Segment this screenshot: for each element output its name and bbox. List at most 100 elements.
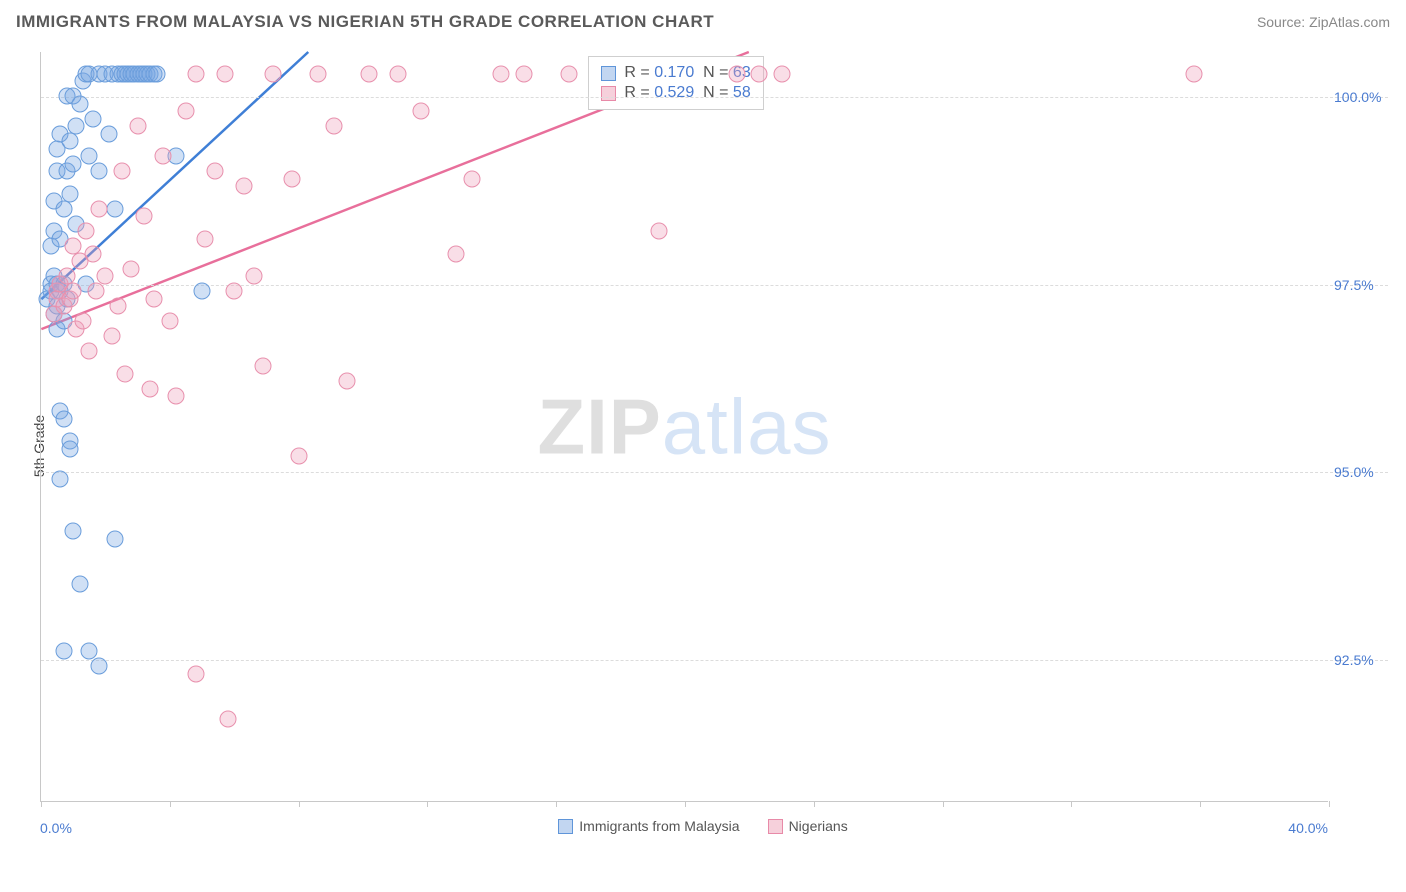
data-point (187, 665, 204, 682)
y-tick-label: 100.0% (1334, 89, 1404, 105)
data-point (61, 133, 78, 150)
data-point (651, 223, 668, 240)
data-point (773, 65, 790, 82)
data-point (55, 200, 72, 217)
regression-lines (41, 52, 1328, 801)
scatter-chart: ZIPatlas R = 0.170 N = 63R = 0.529 N = 5… (40, 52, 1328, 802)
x-tick (1329, 801, 1330, 807)
data-point (55, 410, 72, 427)
data-point (55, 643, 72, 660)
x-tick (814, 801, 815, 807)
chart-title: IMMIGRANTS FROM MALAYSIA VS NIGERIAN 5TH… (16, 12, 714, 32)
data-point (123, 260, 140, 277)
stats-text: R = 0.529 N = 58 (624, 84, 750, 102)
legend-label: Immigrants from Malaysia (579, 818, 739, 834)
data-point (206, 163, 223, 180)
data-point (255, 358, 272, 375)
data-point (187, 65, 204, 82)
data-point (71, 575, 88, 592)
data-point (284, 170, 301, 187)
data-point (81, 643, 98, 660)
data-point (728, 65, 745, 82)
data-point (448, 245, 465, 262)
data-point (84, 245, 101, 262)
data-point (78, 223, 95, 240)
data-point (751, 65, 768, 82)
legend-item: Immigrants from Malaysia (558, 818, 739, 834)
data-point (107, 530, 124, 547)
source-attribution: Source: ZipAtlas.com (1257, 14, 1390, 30)
legend-swatch (601, 86, 616, 101)
stats-row: R = 0.529 N = 58 (601, 83, 750, 103)
data-point (361, 65, 378, 82)
x-tick (1071, 801, 1072, 807)
data-point (113, 163, 130, 180)
data-point (87, 283, 104, 300)
data-point (561, 65, 578, 82)
x-tick (299, 801, 300, 807)
data-point (219, 710, 236, 727)
x-tick (943, 801, 944, 807)
data-point (65, 155, 82, 172)
data-point (155, 148, 172, 165)
data-point (107, 200, 124, 217)
data-point (65, 523, 82, 540)
data-point (1185, 65, 1202, 82)
data-point (71, 95, 88, 112)
data-point (97, 268, 114, 285)
data-point (145, 290, 162, 307)
data-point (90, 658, 107, 675)
legend-label: Nigerians (789, 818, 848, 834)
bottom-legend: Immigrants from Malaysia Nigerians (0, 818, 1406, 834)
x-tick (1200, 801, 1201, 807)
y-tick-label: 92.5% (1334, 652, 1404, 668)
data-point (216, 65, 233, 82)
x-tick (556, 801, 557, 807)
data-point (129, 118, 146, 135)
gridline (41, 285, 1388, 286)
legend-swatch (601, 66, 616, 81)
data-point (235, 178, 252, 195)
data-point (61, 440, 78, 457)
data-point (168, 388, 185, 405)
data-point (61, 185, 78, 202)
data-point (136, 208, 153, 225)
data-point (142, 380, 159, 397)
data-point (100, 125, 117, 142)
data-point (177, 103, 194, 120)
data-point (68, 118, 85, 135)
legend-item: Nigerians (768, 818, 848, 834)
data-point (148, 65, 165, 82)
x-tick (427, 801, 428, 807)
data-point (84, 110, 101, 127)
data-point (103, 328, 120, 345)
x-tick (685, 801, 686, 807)
data-point (290, 448, 307, 465)
data-point (464, 170, 481, 187)
data-point (516, 65, 533, 82)
y-tick-label: 95.0% (1334, 464, 1404, 480)
data-point (264, 65, 281, 82)
x-tick (41, 801, 42, 807)
data-point (326, 118, 343, 135)
data-point (90, 200, 107, 217)
data-point (81, 343, 98, 360)
data-point (52, 470, 69, 487)
data-point (65, 283, 82, 300)
data-point (245, 268, 262, 285)
data-point (412, 103, 429, 120)
y-tick-label: 97.5% (1334, 277, 1404, 293)
data-point (390, 65, 407, 82)
data-point (309, 65, 326, 82)
data-point (194, 283, 211, 300)
legend-swatch (558, 819, 573, 834)
gridline (41, 472, 1388, 473)
data-point (493, 65, 510, 82)
data-point (116, 365, 133, 382)
data-point (338, 373, 355, 390)
x-tick (170, 801, 171, 807)
legend-swatch (768, 819, 783, 834)
gridline (41, 97, 1388, 98)
gridline (41, 660, 1388, 661)
data-point (197, 230, 214, 247)
